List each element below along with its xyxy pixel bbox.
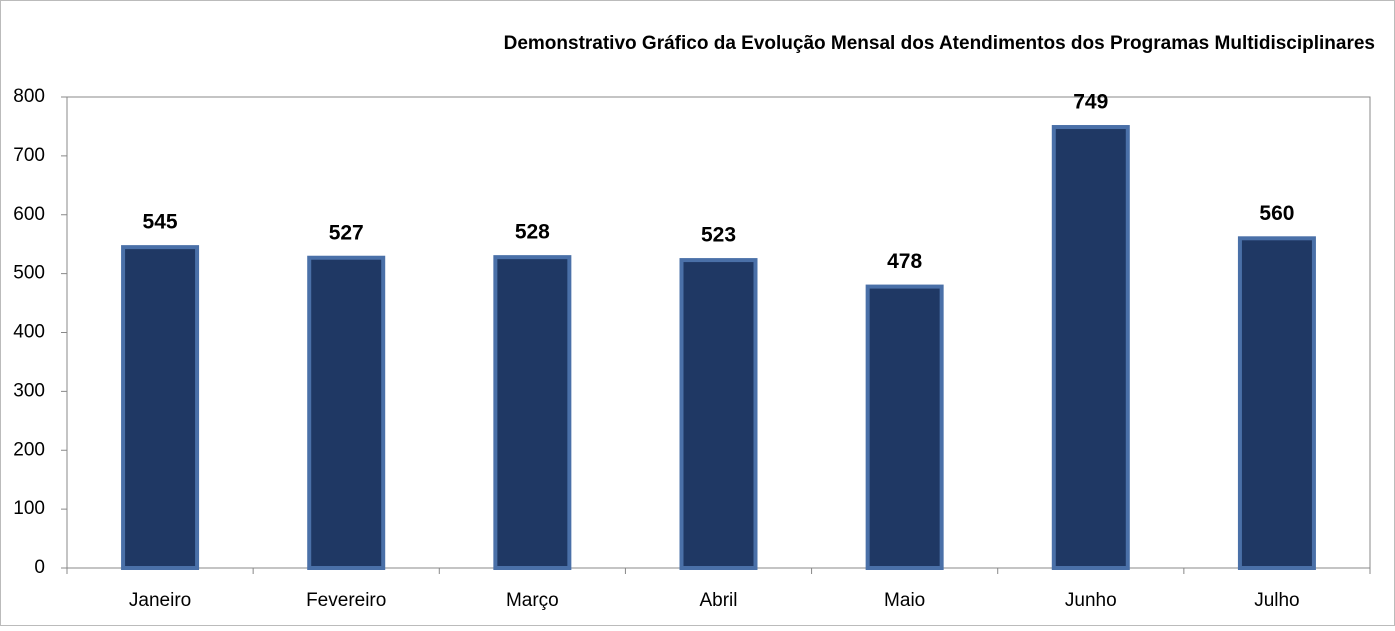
x-tick-label: Março xyxy=(506,590,559,611)
y-tick-label: 300 xyxy=(13,380,45,401)
y-tick-label: 600 xyxy=(13,204,45,225)
y-tick-label: 200 xyxy=(13,439,45,460)
y-tick-label: 400 xyxy=(13,322,45,343)
chart-title: Demonstrativo Gráfico da Evolução Mensal… xyxy=(504,33,1375,54)
x-tick-label: Abril xyxy=(699,590,737,611)
data-label: 478 xyxy=(887,250,922,273)
x-tick-label: Julho xyxy=(1254,590,1299,611)
data-label: 527 xyxy=(329,221,364,244)
y-tick-label: 0 xyxy=(34,557,45,578)
y-tick-label: 700 xyxy=(13,145,45,166)
bar xyxy=(679,258,758,570)
bar xyxy=(307,255,386,570)
data-label: 560 xyxy=(1259,202,1294,225)
bar xyxy=(121,245,200,570)
x-tick-label: Janeiro xyxy=(129,590,191,611)
bar xyxy=(493,255,572,570)
bar xyxy=(1237,236,1316,571)
data-label: 523 xyxy=(701,224,736,247)
bar xyxy=(1051,125,1130,571)
data-label: 528 xyxy=(515,221,550,244)
y-tick-label: 800 xyxy=(13,86,45,107)
data-label: 749 xyxy=(1073,91,1108,114)
x-tick-label: Maio xyxy=(884,590,925,611)
data-label: 545 xyxy=(143,211,178,234)
y-tick-label: 500 xyxy=(13,263,45,284)
y-tick-label: 100 xyxy=(13,498,45,519)
x-tick-label: Fevereiro xyxy=(306,590,386,611)
x-tick-label: Junho xyxy=(1065,590,1117,611)
bar xyxy=(865,284,944,570)
